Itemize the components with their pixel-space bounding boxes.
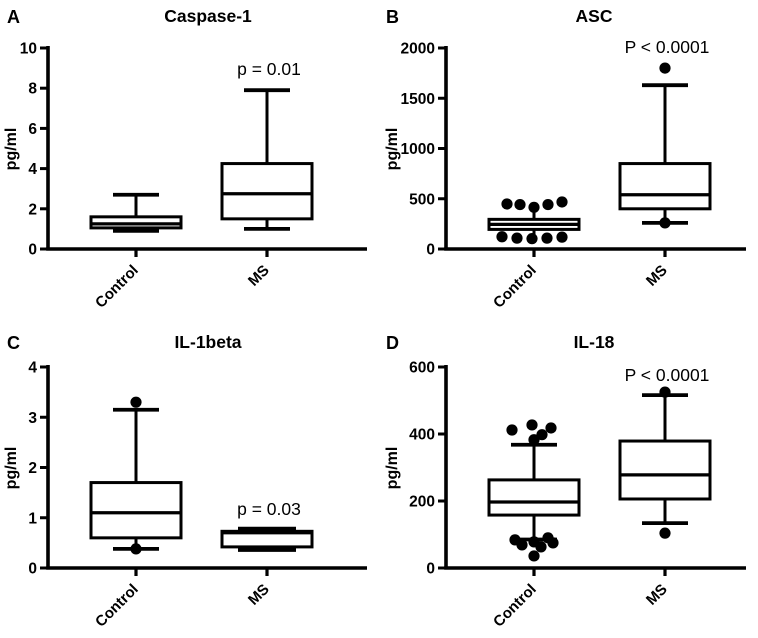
panel-letter: D — [386, 333, 399, 353]
data-point-dot — [659, 62, 671, 74]
category-label: Control — [490, 262, 540, 312]
data-point-dot — [496, 231, 508, 243]
category-label: Control — [92, 581, 142, 631]
p-value-annotation: p = 0.03 — [237, 499, 301, 519]
p-value-annotation: p = 0.01 — [237, 59, 301, 79]
y-tick-label: 0 — [426, 561, 435, 578]
y-tick-label: 2 — [28, 460, 37, 477]
y-tick-label: 4 — [28, 360, 37, 377]
box-control — [487, 478, 581, 517]
data-point-dot — [659, 527, 671, 539]
data-point-dot — [511, 232, 523, 244]
data-point-dot — [528, 550, 540, 562]
panel-title: IL-1beta — [174, 332, 241, 352]
y-tick-label: 10 — [20, 41, 37, 58]
category-label: MS — [643, 262, 671, 290]
data-point-dot — [556, 196, 568, 208]
panel-letter: C — [7, 333, 20, 353]
y-tick-label: 2000 — [401, 41, 435, 58]
panel-il-1beta: C IL-1beta pg/ml 0 1 2 3 4 Control MS p = 0.03 — [3, 332, 367, 631]
y-tick-label: 0 — [28, 242, 37, 259]
data-point-dot — [516, 539, 528, 551]
data-point-dot — [526, 233, 538, 245]
category-label: MS — [245, 262, 273, 290]
y-tick-label: 1000 — [401, 141, 435, 158]
box-ms — [618, 439, 712, 501]
data-point-dot — [542, 198, 554, 211]
y-tick-label: 1 — [28, 510, 37, 527]
y-axis-label: pg/ml — [384, 447, 401, 490]
box-control — [89, 481, 183, 540]
y-axis-label: pg/ml — [384, 128, 401, 171]
y-axis-label: pg/ml — [3, 128, 20, 171]
y-tick-label: 200 — [409, 494, 435, 511]
data-point-dot — [130, 396, 142, 408]
box-ms — [220, 162, 314, 221]
data-point-dot — [536, 429, 548, 441]
y-tick-label: 0 — [28, 561, 37, 578]
panel-title: Caspase-1 — [164, 6, 252, 26]
y-tick-label: 600 — [409, 360, 435, 377]
data-point-dot — [659, 386, 671, 398]
y-tick-label: 3 — [28, 410, 37, 427]
y-tick-label: 6 — [28, 121, 37, 138]
box-ms — [618, 162, 712, 211]
data-point-dot — [528, 434, 540, 446]
panel-caspase-1: A Caspase-1 pg/ml 0 2 4 6 8 10 Control MS p = 0.… — [3, 6, 367, 312]
category-label: MS — [245, 581, 273, 609]
data-point-dot — [556, 231, 568, 243]
panel-title: IL-18 — [574, 332, 615, 352]
data-point-dot — [514, 198, 526, 211]
data-point-dot — [506, 424, 518, 436]
data-point-dot — [130, 543, 142, 555]
p-value-annotation: P < 0.0001 — [625, 365, 710, 385]
panel-il-18: D IL-18 pg/ml 0 200 400 600 Control MS P < 0.0… — [384, 332, 746, 631]
y-tick-label: 4 — [28, 161, 37, 178]
y-tick-label: 2 — [28, 201, 37, 218]
panel-letter: B — [386, 7, 399, 27]
data-point-dot — [547, 537, 559, 549]
data-point-dot — [541, 232, 553, 244]
data-point-dot — [545, 422, 557, 434]
category-label: Control — [92, 262, 142, 312]
y-tick-label: 400 — [409, 427, 435, 444]
panel-title: ASC — [576, 6, 613, 26]
p-value-annotation: P < 0.0001 — [625, 37, 710, 57]
data-point-dot — [501, 198, 513, 210]
category-label: MS — [643, 581, 671, 609]
data-point-dot — [659, 217, 671, 229]
data-point-dot — [528, 201, 540, 213]
y-axis-label: pg/ml — [3, 447, 20, 490]
panel-asc: B ASC pg/ml 0 500 1000 1500 2000 Control MS P <… — [384, 6, 746, 312]
y-tick-label: 500 — [409, 191, 435, 208]
y-tick-label: 0 — [426, 242, 435, 259]
data-point-dot — [526, 419, 538, 431]
data-point-dot — [535, 541, 547, 553]
category-label: Control — [490, 581, 540, 631]
y-tick-label: 1500 — [401, 91, 435, 108]
panel-letter: A — [7, 7, 20, 27]
y-tick-label: 8 — [28, 81, 37, 98]
